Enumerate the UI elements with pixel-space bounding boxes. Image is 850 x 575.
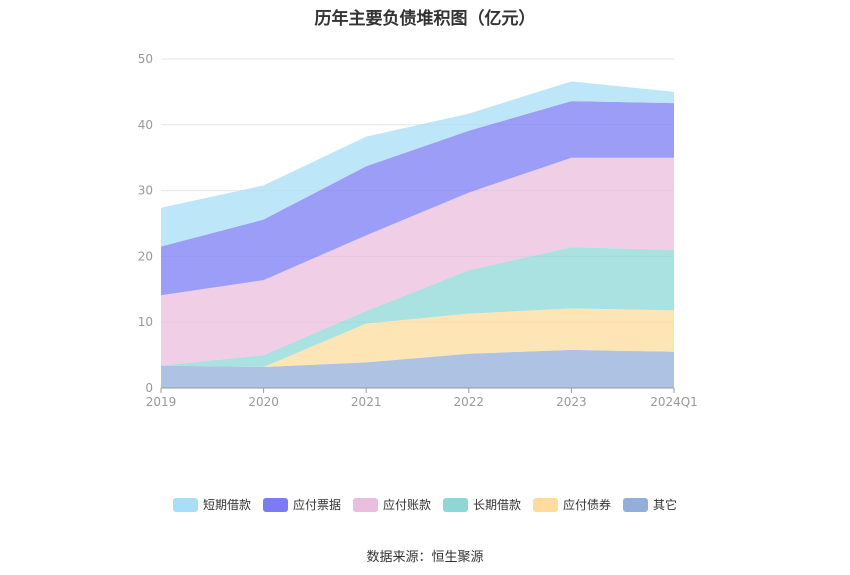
legend-swatch — [172, 497, 198, 512]
legend-swatch — [262, 497, 288, 512]
x-tick-label: 2019 — [146, 395, 177, 409]
legend-label: 长期借款 — [473, 498, 522, 512]
stacked-area-chart: 0 10 20 30 40 50 2019 2020 2021 2022 2023 2024Q1 — [138, 52, 698, 409]
area-应付账款 — [161, 157, 674, 366]
legend-item[interactable]: 应付债券 — [533, 496, 611, 513]
y-tick-label: 40 — [138, 118, 153, 132]
y-tick-label: 10 — [138, 315, 153, 329]
axes: 0 10 20 30 40 50 2019 2020 2021 2022 2023 2024Q1 — [138, 52, 698, 409]
x-tick-label: 2020 — [248, 395, 279, 409]
area-应付票据 — [161, 101, 674, 296]
legend-swatch — [533, 497, 559, 512]
legend-label: 短期借款 — [202, 498, 251, 512]
legend-label: 应付债券 — [563, 498, 612, 512]
y-tick-label: 50 — [138, 52, 153, 66]
y-tick-label: 30 — [138, 184, 153, 198]
y-tick-label: 0 — [145, 381, 153, 395]
legend-item[interactable]: 长期借款 — [443, 496, 521, 513]
legend-swatch — [443, 497, 468, 512]
y-tick-label: 20 — [138, 249, 153, 263]
legend: 短期借款 应付票据 应付账款 长期借款 应付债券 其它 — [0, 496, 850, 513]
area-应付债券 — [161, 308, 674, 367]
legend-swatch — [623, 497, 649, 512]
legend-swatch — [352, 497, 378, 512]
area-series — [161, 81, 674, 388]
area-短期借款 — [161, 81, 674, 247]
legend-label: 应付票据 — [292, 498, 341, 512]
legend-item[interactable]: 应付账款 — [352, 496, 431, 513]
x-tick-label: 2024Q1 — [650, 395, 698, 409]
area-其它 — [161, 349, 674, 388]
legend-item[interactable]: 短期借款 — [172, 496, 251, 513]
legend-item[interactable]: 其它 — [623, 496, 677, 513]
legend-label: 其它 — [653, 498, 678, 512]
data-source: 数据来源：恒生聚源 — [366, 550, 484, 565]
legend-label: 应付账款 — [382, 498, 431, 512]
chart-title: 历年主要负债堆积图（亿元） — [314, 9, 536, 29]
x-tick-label: 2023 — [556, 395, 587, 409]
x-tick-label: 2021 — [351, 395, 382, 409]
area-长期借款 — [161, 247, 674, 367]
legend-item[interactable]: 应付票据 — [262, 496, 341, 513]
x-tick-label: 2022 — [454, 395, 485, 409]
